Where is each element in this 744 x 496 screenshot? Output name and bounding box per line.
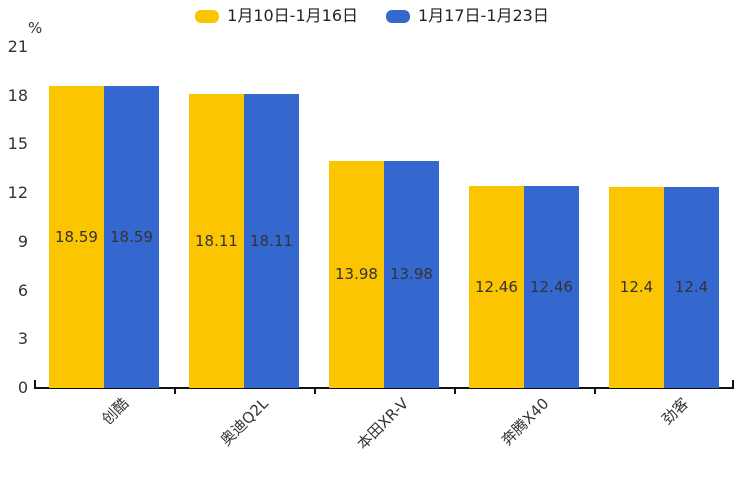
y-tick-label: 6 [17,280,28,300]
bar-value-label: 12.4 [619,278,654,297]
bar-series2: 13.98 [384,160,439,388]
legend-series-label: 1月17日-1月23日 [418,6,549,25]
bar-value-label: 18.59 [55,228,98,247]
y-tick-label: 3 [17,329,28,349]
y-axis-unit-label: % [28,19,43,37]
y-tick-label: 12 [7,183,28,203]
x-category-label: 本田XR-V [353,394,413,454]
bar-value-label: 12.4 [674,278,709,297]
bar-value-label: 18.59 [110,228,153,247]
bar-series2: 18.11 [244,93,299,388]
x-axis-line [34,387,734,389]
bar-series1: 12.4 [609,186,664,388]
bar-value-label: 18.11 [195,231,238,250]
bar-value-label: 12.46 [530,277,573,296]
x-axis-end-tick [34,380,36,387]
y-tick-label: 9 [17,231,28,251]
bar-series2: 12.4 [664,186,719,388]
y-tick-label: 18 [7,85,28,105]
legend-item: 1月17日-1月23日 [386,7,549,25]
legend-item: 1月10日-1月16日 [195,7,358,25]
bar-value-label: 13.98 [335,265,378,284]
bar-value-label: 18.11 [250,231,293,250]
bar-series1: 18.59 [49,86,104,388]
x-axis-tick [174,389,176,394]
x-axis-tick [314,389,316,394]
legend-color-swatch [386,9,410,23]
bar-series2: 12.46 [524,185,579,388]
x-axis-tick [454,389,456,394]
bar-series2: 18.59 [104,86,159,388]
legend: 1月10日-1月16日 1月17日-1月23日 [0,7,744,25]
x-axis-tick [594,389,596,394]
bar-series1: 12.46 [469,185,524,388]
x-axis-end-tick [732,380,734,387]
bar-series1: 18.11 [189,93,244,388]
legend-color-swatch [195,9,220,23]
x-category-label: 奔腾X40 [497,394,553,450]
y-tick-label: 0 [17,378,28,397]
bar-series1: 13.98 [329,160,384,388]
y-tick-label: 21 [7,37,28,56]
bar-value-label: 12.46 [475,277,518,296]
y-tick-label: 15 [7,134,28,154]
legend-series-label: 1月10日-1月16日 [227,6,358,25]
x-category-label: 劲客 [658,394,693,429]
x-category-label: 创酷 [98,394,133,429]
bar-value-label: 13.98 [390,265,433,284]
x-category-label: 奥迪Q2L [217,394,273,450]
